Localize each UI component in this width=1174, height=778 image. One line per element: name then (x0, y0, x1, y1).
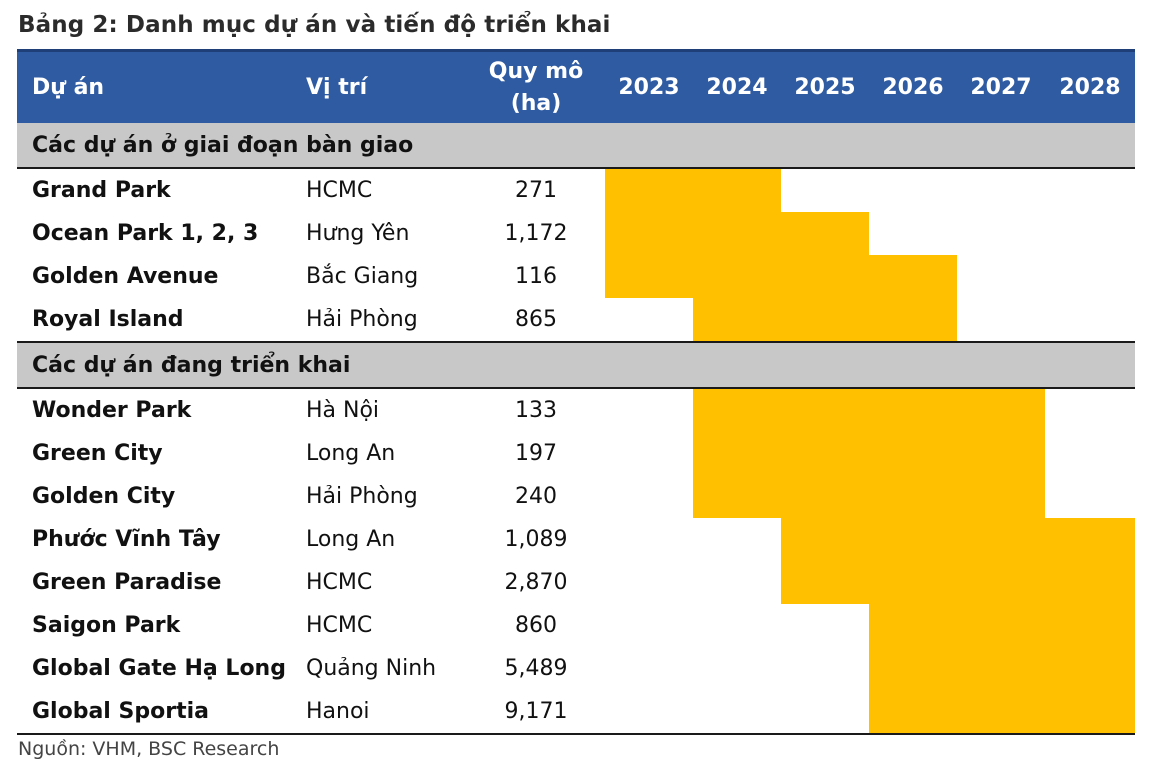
project-location: HCMC (306, 570, 373, 595)
table-row: Green Paradise HCMC 2,870 (17, 561, 1135, 604)
project-location: Hải Phòng (306, 484, 418, 509)
table-body: Các dự án ở giai đoạn bàn giao Grand Park… (17, 123, 1135, 733)
project-size: 5,489 (504, 656, 568, 681)
timeline-bar (693, 475, 1045, 518)
table-title: Bảng 2: Danh mục dự án và tiến độ triển … (18, 12, 611, 38)
project-location: Hải Phòng (306, 307, 418, 332)
project-location: Long An (306, 441, 396, 466)
project-location: Quảng Ninh (306, 656, 437, 681)
timeline-bar (781, 561, 1135, 604)
table-row: Grand Park HCMC 271 (17, 169, 1135, 212)
project-name: Global Gate Hạ Long (32, 656, 286, 681)
project-location: Hanoi (306, 699, 370, 724)
project-location: Bắc Giang (306, 264, 419, 289)
project-name: Phước Vĩnh Tây (32, 527, 221, 552)
section-header: Các dự án đang triển khai (17, 341, 1135, 389)
project-name: Grand Park (32, 178, 171, 203)
project-size: 1,172 (504, 221, 568, 246)
table-row: Golden Avenue Bắc Giang 116 (17, 255, 1135, 298)
bottom-rule (17, 733, 1135, 735)
project-name: Golden Avenue (32, 264, 219, 289)
table-row: Wonder Park Hà Nội 133 (17, 389, 1135, 432)
project-size: 2,870 (504, 570, 568, 595)
section-header: Các dự án ở giai đoạn bàn giao (17, 123, 1135, 169)
source-note: Nguồn: VHM, BSC Research (18, 738, 280, 760)
header-year-2023: 2023 (618, 74, 680, 100)
project-table: Dự án Vị trí Quy mô (ha) 2023 2024 2025 … (17, 49, 1135, 735)
project-size: 9,171 (504, 699, 568, 724)
project-location: Hà Nội (306, 398, 380, 423)
header-year-2026: 2026 (882, 74, 944, 100)
project-location: Hưng Yên (306, 221, 410, 246)
project-size: 865 (515, 307, 557, 332)
header-scale: Quy mô (ha) (472, 52, 600, 123)
timeline-bar (869, 690, 1135, 733)
project-name: Saigon Park (32, 613, 181, 638)
timeline-bar (605, 212, 869, 255)
project-name: Ocean Park 1, 2, 3 (32, 221, 259, 246)
project-size: 133 (515, 398, 557, 423)
timeline-bar (869, 647, 1135, 690)
table-row: Ocean Park 1, 2, 3 Hưng Yên 1,172 (17, 212, 1135, 255)
project-size: 197 (515, 441, 557, 466)
timeline-bar (781, 518, 1135, 561)
timeline-bar (605, 255, 957, 298)
project-location: HCMC (306, 178, 373, 203)
header-year-2028: 2028 (1059, 74, 1121, 100)
header-project: Dự án (32, 75, 105, 100)
project-size: 271 (515, 178, 557, 203)
table-row: Phước Vĩnh Tây Long An 1,089 (17, 518, 1135, 561)
table-row: Golden City Hải Phòng 240 (17, 475, 1135, 518)
project-name: Wonder Park (32, 398, 192, 423)
project-size: 860 (515, 613, 557, 638)
table-header: Dự án Vị trí Quy mô (ha) 2023 2024 2025 … (17, 49, 1135, 123)
timeline-bar (693, 298, 957, 341)
project-size: 1,089 (504, 527, 568, 552)
project-name: Green Paradise (32, 570, 222, 595)
table-row: Global Sportia Hanoi 9,171 (17, 690, 1135, 733)
table-row: Green City Long An 197 (17, 432, 1135, 475)
header-year-2025: 2025 (794, 74, 856, 100)
header-scale-line1: Quy mô (488, 58, 584, 84)
header-year-2027: 2027 (970, 74, 1032, 100)
table-row: Global Gate Hạ Long Quảng Ninh 5,489 (17, 647, 1135, 690)
project-name: Golden City (32, 484, 176, 509)
project-location: HCMC (306, 613, 373, 638)
timeline-bar (693, 432, 1045, 475)
project-size: 240 (515, 484, 557, 509)
table-row: Royal Island Hải Phòng 865 (17, 298, 1135, 341)
header-location: Vị trí (306, 75, 368, 100)
timeline-bar (693, 389, 1045, 432)
timeline-bar (869, 604, 1135, 647)
project-size: 116 (515, 264, 557, 289)
table-row: Saigon Park HCMC 860 (17, 604, 1135, 647)
header-scale-line2: (ha) (510, 90, 562, 116)
header-year-2024: 2024 (706, 74, 768, 100)
project-name: Royal Island (32, 307, 184, 332)
timeline-bar (605, 169, 781, 212)
project-location: Long An (306, 527, 396, 552)
project-name: Global Sportia (32, 699, 209, 724)
project-name: Green City (32, 441, 163, 466)
